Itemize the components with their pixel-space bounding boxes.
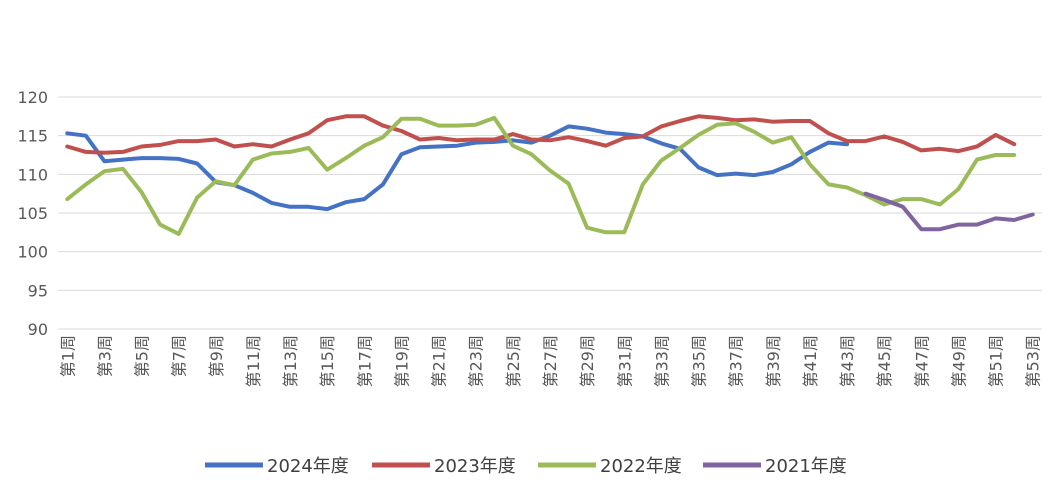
x-tick-label: 第15周 [318, 335, 337, 387]
x-tick-label: 第9周 [207, 335, 226, 377]
x-tick-label: 第35周 [690, 335, 709, 387]
x-tick-label: 第29周 [578, 335, 597, 387]
y-tick-label: 100 [17, 243, 48, 262]
y-tick-label: 90 [28, 320, 48, 339]
series-line-2023年度 [65, 114, 1017, 155]
x-tick-label: 第11周 [244, 335, 263, 387]
legend: 2024年度 2023年度 2022年度 2021年度 [205, 456, 847, 477]
x-tick-label: 第3周 [95, 335, 114, 377]
x-tick-label: 第7周 [170, 335, 189, 377]
x-tick-label: 第33周 [652, 335, 671, 387]
x-tick-label: 第49周 [949, 335, 968, 387]
x-tick-label: 第23周 [467, 335, 486, 387]
x-tick-label: 第21周 [430, 335, 449, 387]
legend-label: 2023年度 [434, 456, 516, 477]
x-tick-label: 第17周 [355, 335, 374, 387]
x-tick-label: 第31周 [615, 335, 634, 387]
x-tick-label: 第5周 [133, 335, 152, 377]
x-tick-label: 第53周 [1024, 335, 1043, 387]
x-tick-label: 第27周 [541, 335, 560, 387]
series-line-2024年度 [65, 124, 850, 212]
y-tick-label: 110 [17, 165, 48, 184]
y-tick-label: 120 [17, 88, 48, 107]
series-line-2021年度 [863, 191, 1035, 232]
gridlines [58, 96, 1042, 330]
x-tick-label: 第1周 [58, 335, 77, 377]
y-tick-label: 105 [17, 204, 48, 223]
x-tick-label: 第37周 [727, 335, 746, 387]
y-tick-label: 115 [17, 127, 48, 146]
x-tick-label: 第39周 [764, 335, 783, 387]
y-axis: 90 95 100 105 110 115 120 [17, 88, 48, 339]
x-tick-label: 第43周 [838, 335, 857, 387]
legend-label: 2021年度 [765, 456, 847, 477]
x-axis: 第1周 第3周 第5周 第7周 第9周 第11周 第13周 第15周 第17周 第19周 第21周第… [58, 335, 1042, 387]
y-tick-label: 95 [28, 281, 48, 300]
x-tick-label: 第47周 [912, 335, 931, 387]
x-tick-label: 第25周 [504, 335, 523, 387]
x-tick-label: 第19周 [392, 335, 411, 387]
series-line-2022年度 [65, 115, 1017, 236]
legend-label: 2022年度 [600, 456, 682, 477]
series-lines [65, 114, 1035, 236]
legend-label: 2024年度 [267, 456, 349, 477]
x-tick-label: 第13周 [281, 335, 300, 387]
x-tick-label: 第45周 [875, 335, 894, 387]
x-tick-label: 第41周 [801, 335, 820, 387]
x-tick-label: 第51周 [987, 335, 1006, 387]
